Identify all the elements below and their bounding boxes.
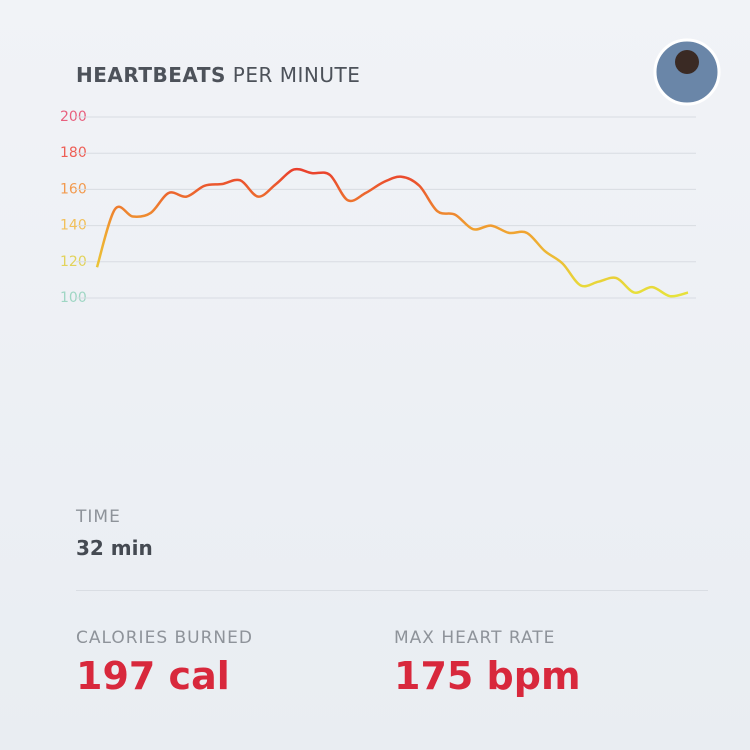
max-hr-label: MAX HEART RATE — [394, 628, 556, 648]
avatar-head — [675, 50, 699, 74]
y-tick-label: 160 — [60, 181, 87, 197]
calories-label: CALORIES BURNED — [76, 628, 253, 648]
calories-value: 197 cal — [76, 654, 230, 698]
separator — [76, 590, 708, 591]
time-label: TIME — [76, 507, 121, 527]
heart-rate-line — [95, 167, 689, 298]
chart-title: HEARTBEATS PER MINUTE — [76, 63, 360, 87]
y-tick-label: 140 — [60, 218, 87, 234]
title-bold: HEARTBEATS — [76, 63, 226, 87]
y-tick-label: 100 — [60, 290, 87, 306]
y-tick-label: 200 — [60, 109, 87, 125]
title-rest: PER MINUTE — [232, 63, 361, 87]
time-value: 32 min — [76, 536, 153, 560]
y-tick-label: 120 — [60, 254, 87, 270]
y-tick-label: 180 — [60, 145, 87, 161]
max-hr-value: 175 bpm — [394, 654, 581, 698]
